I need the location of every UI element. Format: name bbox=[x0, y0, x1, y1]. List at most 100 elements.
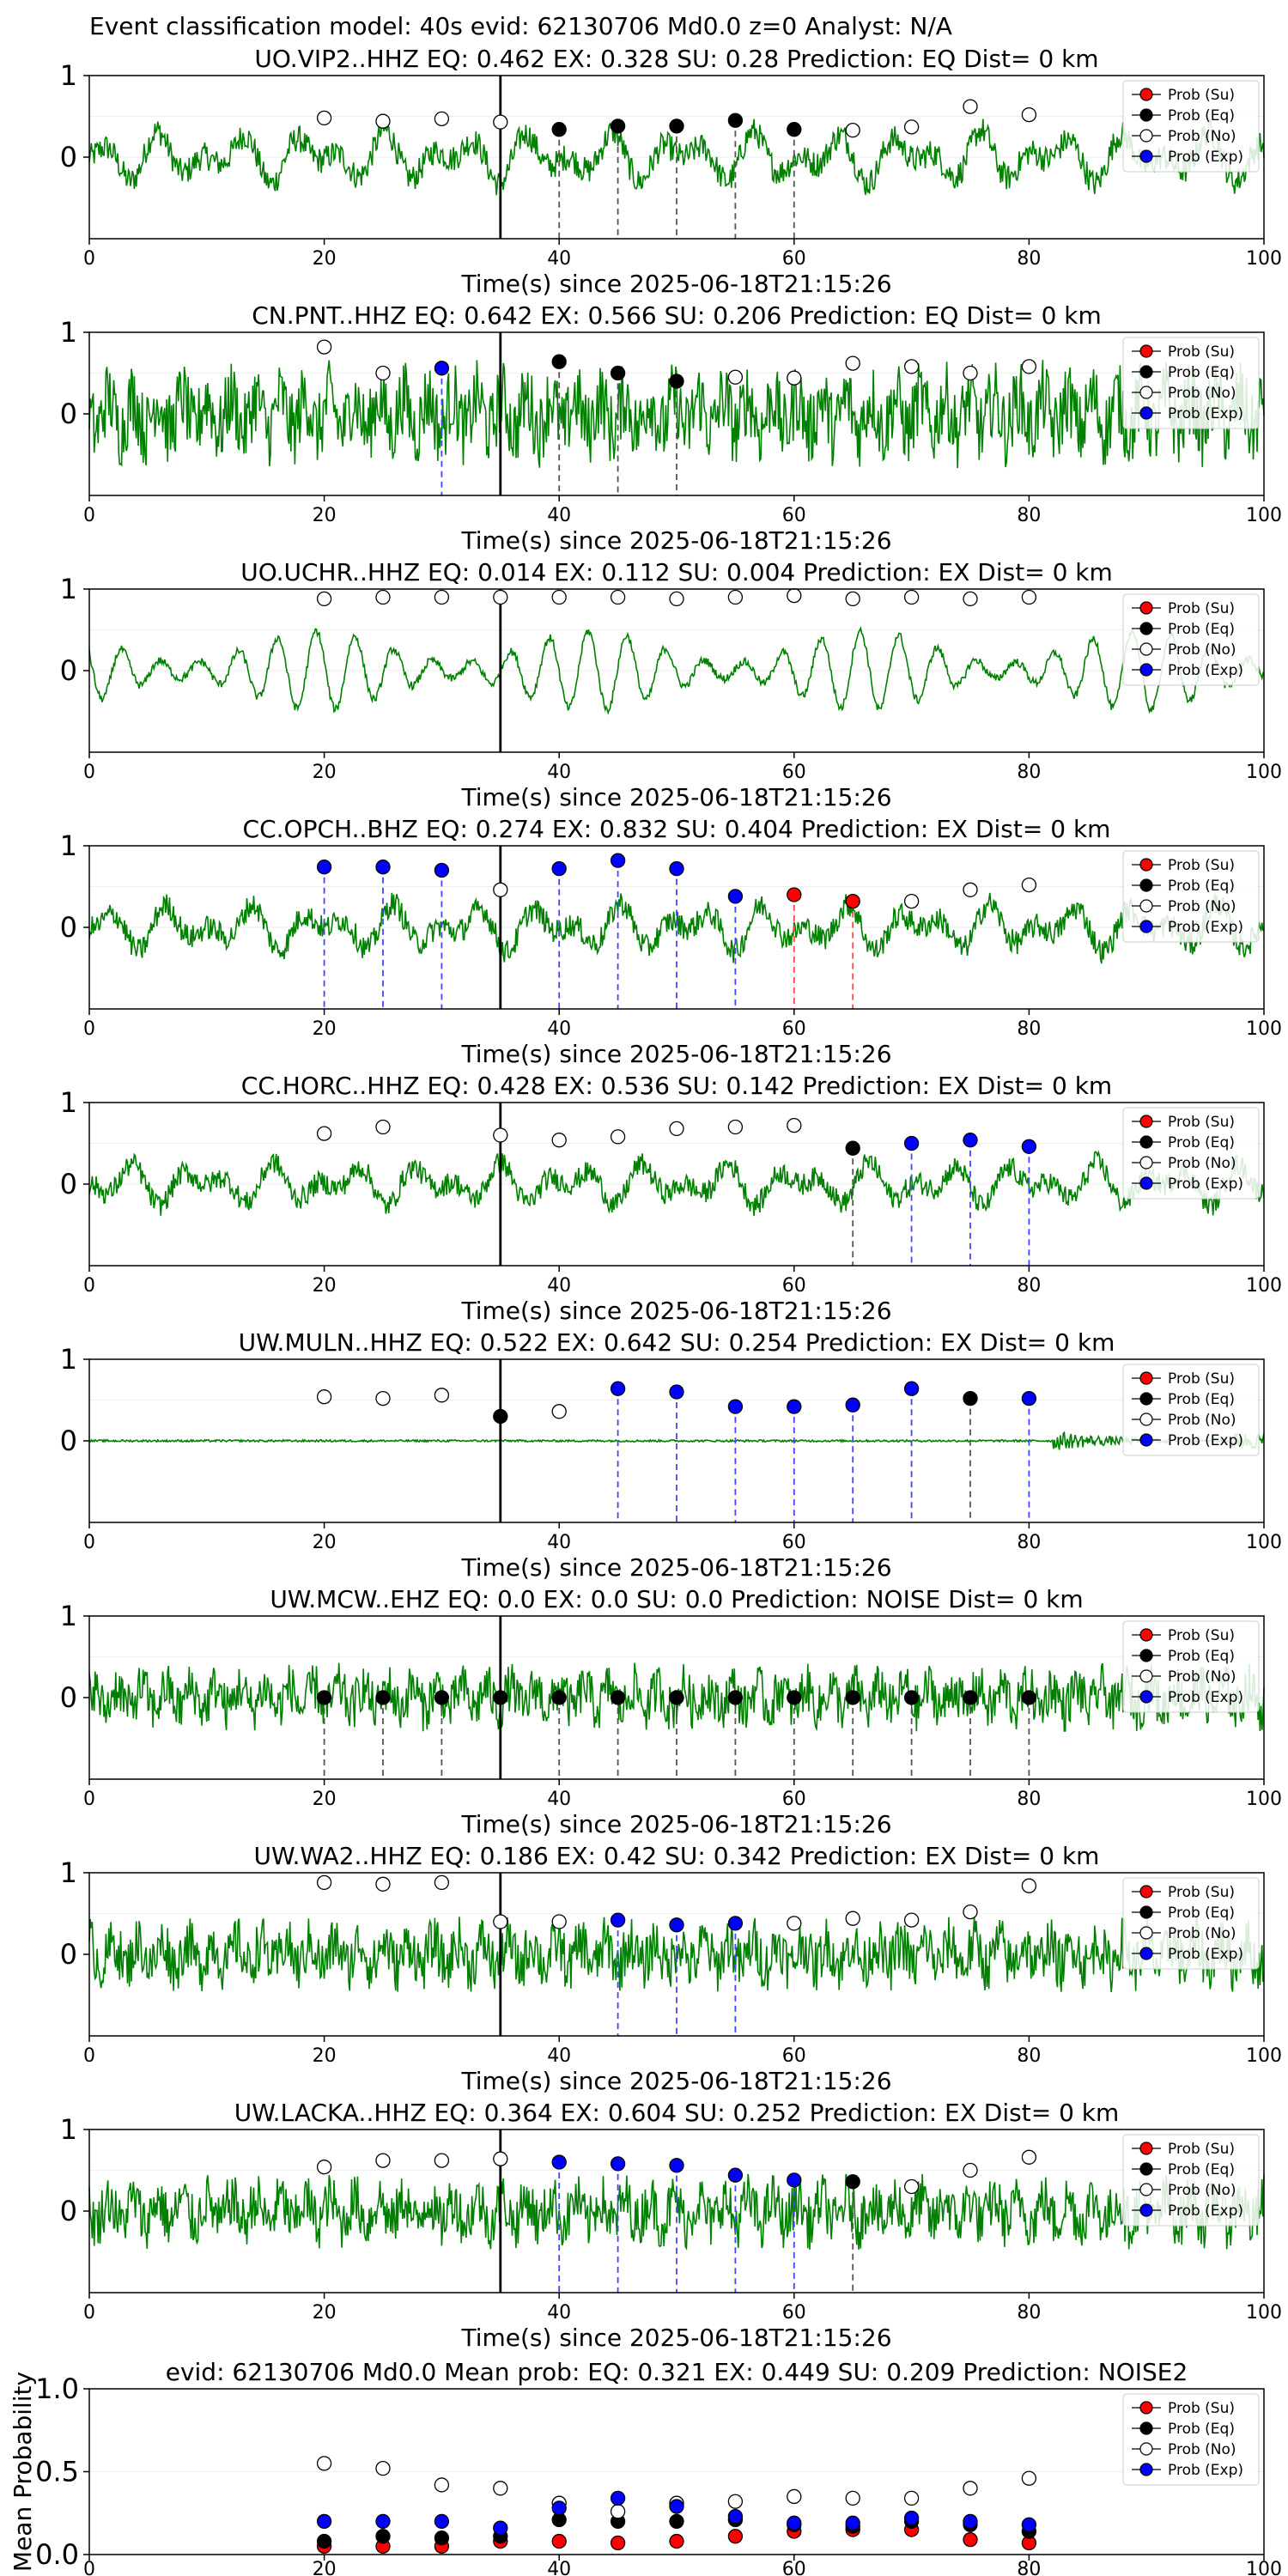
prob-point-exp bbox=[903, 1381, 920, 1396]
y-tick-label: 1 bbox=[60, 59, 77, 92]
prob-point-no bbox=[1021, 1878, 1037, 1893]
x-tick-label: 0 bbox=[83, 2045, 95, 2067]
x-tick-label: 60 bbox=[782, 1789, 806, 1810]
x-tick-label: 20 bbox=[313, 1018, 337, 1040]
x-tick-label: 0 bbox=[83, 248, 95, 270]
prob-point-no bbox=[551, 1404, 567, 1419]
legend-marker-su bbox=[1139, 2142, 1153, 2155]
legend-marker-eq bbox=[1139, 2162, 1153, 2176]
y-tick-label: 0.0 bbox=[35, 2538, 79, 2571]
legend-label-eq: Prob (Eq) bbox=[1168, 364, 1235, 381]
legend-marker-su bbox=[1139, 344, 1153, 358]
panel-title: CC.HORC..HHZ EQ: 0.428 EX: 0.536 SU: 0.1… bbox=[241, 1072, 1112, 1100]
panel-9: evid: 62130706 Md0.0 Mean prob: EQ: 0.32… bbox=[9, 2358, 1282, 2576]
prob-point-eq bbox=[787, 1690, 802, 1705]
prob-point-no bbox=[963, 591, 978, 607]
legend-marker-su bbox=[1139, 88, 1153, 101]
y-tick-label: 1 bbox=[60, 316, 77, 349]
legend-marker-su bbox=[1139, 2401, 1153, 2415]
prob-point-no bbox=[963, 365, 978, 381]
prob-point-no bbox=[316, 110, 332, 126]
legend-label-su: Prob (Su) bbox=[1168, 600, 1235, 617]
legend-marker-no bbox=[1139, 642, 1153, 656]
legend-label-no: Prob (No) bbox=[1168, 1412, 1236, 1429]
legend-marker-exp bbox=[1139, 406, 1153, 420]
legend-label-exp: Prob (Exp) bbox=[1168, 2462, 1243, 2479]
prob-point-exp bbox=[787, 2172, 802, 2188]
prob-point-su bbox=[845, 893, 860, 909]
panel-3: CC.OPCH..BHZ EQ: 0.274 EX: 0.832 SU: 0.4… bbox=[60, 815, 1282, 1068]
legend-box bbox=[1122, 2134, 1260, 2227]
x-tick-label: 40 bbox=[547, 505, 571, 526]
prob-point-exp bbox=[963, 1133, 978, 1148]
prob-point-no bbox=[903, 1912, 920, 1928]
x-tick-label: 100 bbox=[1246, 1532, 1282, 1553]
prob-point-no bbox=[845, 122, 860, 138]
prob-point-eq bbox=[845, 2174, 860, 2190]
x-tick-label: 40 bbox=[547, 1018, 571, 1040]
legend-label-exp: Prob (Exp) bbox=[1168, 1176, 1243, 1193]
panel-1: CN.PNT..HHZ EQ: 0.642 EX: 0.566 SU: 0.20… bbox=[60, 301, 1282, 555]
prob-point-no bbox=[434, 1388, 450, 1403]
legend-marker-exp bbox=[1139, 1433, 1153, 1447]
waveform-trace bbox=[88, 626, 1265, 715]
legend-box bbox=[1122, 337, 1260, 429]
legend-marker-eq bbox=[1139, 1392, 1153, 1406]
x-axis-label: Time(s) since 2025-06-18T21:15:26 bbox=[460, 270, 891, 298]
x-tick-label: 40 bbox=[547, 2045, 571, 2067]
legend-label-su: Prob (Su) bbox=[1168, 1884, 1235, 1901]
legend-label-exp: Prob (Exp) bbox=[1168, 1946, 1243, 1963]
prob-point-no bbox=[1021, 877, 1037, 893]
prob-point-exp bbox=[375, 860, 391, 875]
prob-point-exp bbox=[669, 860, 684, 877]
x-tick-label: 100 bbox=[1246, 1789, 1282, 1810]
legend-marker-exp bbox=[1139, 1176, 1153, 1190]
prob-point-no bbox=[727, 369, 744, 385]
y-tick-label: 1 bbox=[60, 1600, 77, 1632]
mean-point-no bbox=[727, 2494, 744, 2509]
prob-point-no bbox=[903, 359, 920, 374]
panel-title: CN.PNT..HHZ EQ: 0.642 EX: 0.566 SU: 0.20… bbox=[252, 301, 1102, 330]
legend-box bbox=[1122, 1107, 1260, 1200]
x-tick-label: 100 bbox=[1246, 2045, 1282, 2067]
legend-label-eq: Prob (Eq) bbox=[1168, 1905, 1235, 1922]
panel-4: CC.HORC..HHZ EQ: 0.428 EX: 0.536 SU: 0.1… bbox=[60, 1072, 1282, 1325]
mean-point-no bbox=[845, 2490, 860, 2506]
waveform-trace bbox=[88, 360, 1265, 469]
mean-point-exp bbox=[1021, 2517, 1037, 2532]
prob-point-no bbox=[1021, 106, 1037, 123]
prob-point-eq bbox=[669, 374, 684, 389]
prob-point-no bbox=[845, 1911, 860, 1926]
prob-point-no bbox=[316, 1126, 332, 1141]
legend-marker-exp bbox=[1139, 1690, 1153, 1704]
prob-point-exp bbox=[727, 1916, 744, 1931]
mean-point-eq bbox=[375, 2529, 391, 2544]
legend-label-no: Prob (No) bbox=[1168, 1668, 1236, 1686]
prob-point-no bbox=[1021, 589, 1037, 605]
x-tick-label: 100 bbox=[1246, 2559, 1282, 2576]
prob-point-no bbox=[493, 2151, 508, 2166]
legend-marker-su bbox=[1139, 601, 1153, 615]
x-axis-label: Time(s) since 2025-06-18T21:15:26 bbox=[460, 2067, 891, 2095]
mean-point-eq bbox=[316, 2533, 332, 2549]
prob-point-exp bbox=[727, 889, 744, 904]
mean-point-exp bbox=[727, 2508, 744, 2524]
legend-label-eq: Prob (Eq) bbox=[1168, 1391, 1235, 1408]
x-tick-label: 80 bbox=[1017, 762, 1041, 783]
x-tick-label: 80 bbox=[1017, 1789, 1041, 1810]
prob-point-no bbox=[1021, 359, 1037, 374]
prob-point-exp bbox=[669, 2158, 684, 2173]
mean-point-no bbox=[787, 2488, 802, 2505]
prob-point-no bbox=[316, 591, 332, 607]
prob-point-no bbox=[727, 589, 744, 605]
mean-point-eq bbox=[669, 2513, 684, 2530]
x-tick-label: 0 bbox=[83, 1532, 95, 1553]
x-tick-label: 40 bbox=[547, 248, 571, 270]
x-tick-label: 100 bbox=[1246, 1275, 1282, 1297]
panel-6: UW.MCW..EHZ EQ: 0.0 EX: 0.0 SU: 0.0 Pred… bbox=[60, 1585, 1282, 1838]
legend-label-exp: Prob (Exp) bbox=[1168, 405, 1243, 422]
legend-label-eq: Prob (Eq) bbox=[1168, 2161, 1235, 2178]
prob-point-exp bbox=[903, 1135, 920, 1151]
y-tick-label: 1 bbox=[60, 1343, 77, 1376]
legend-marker-su bbox=[1139, 1628, 1153, 1642]
